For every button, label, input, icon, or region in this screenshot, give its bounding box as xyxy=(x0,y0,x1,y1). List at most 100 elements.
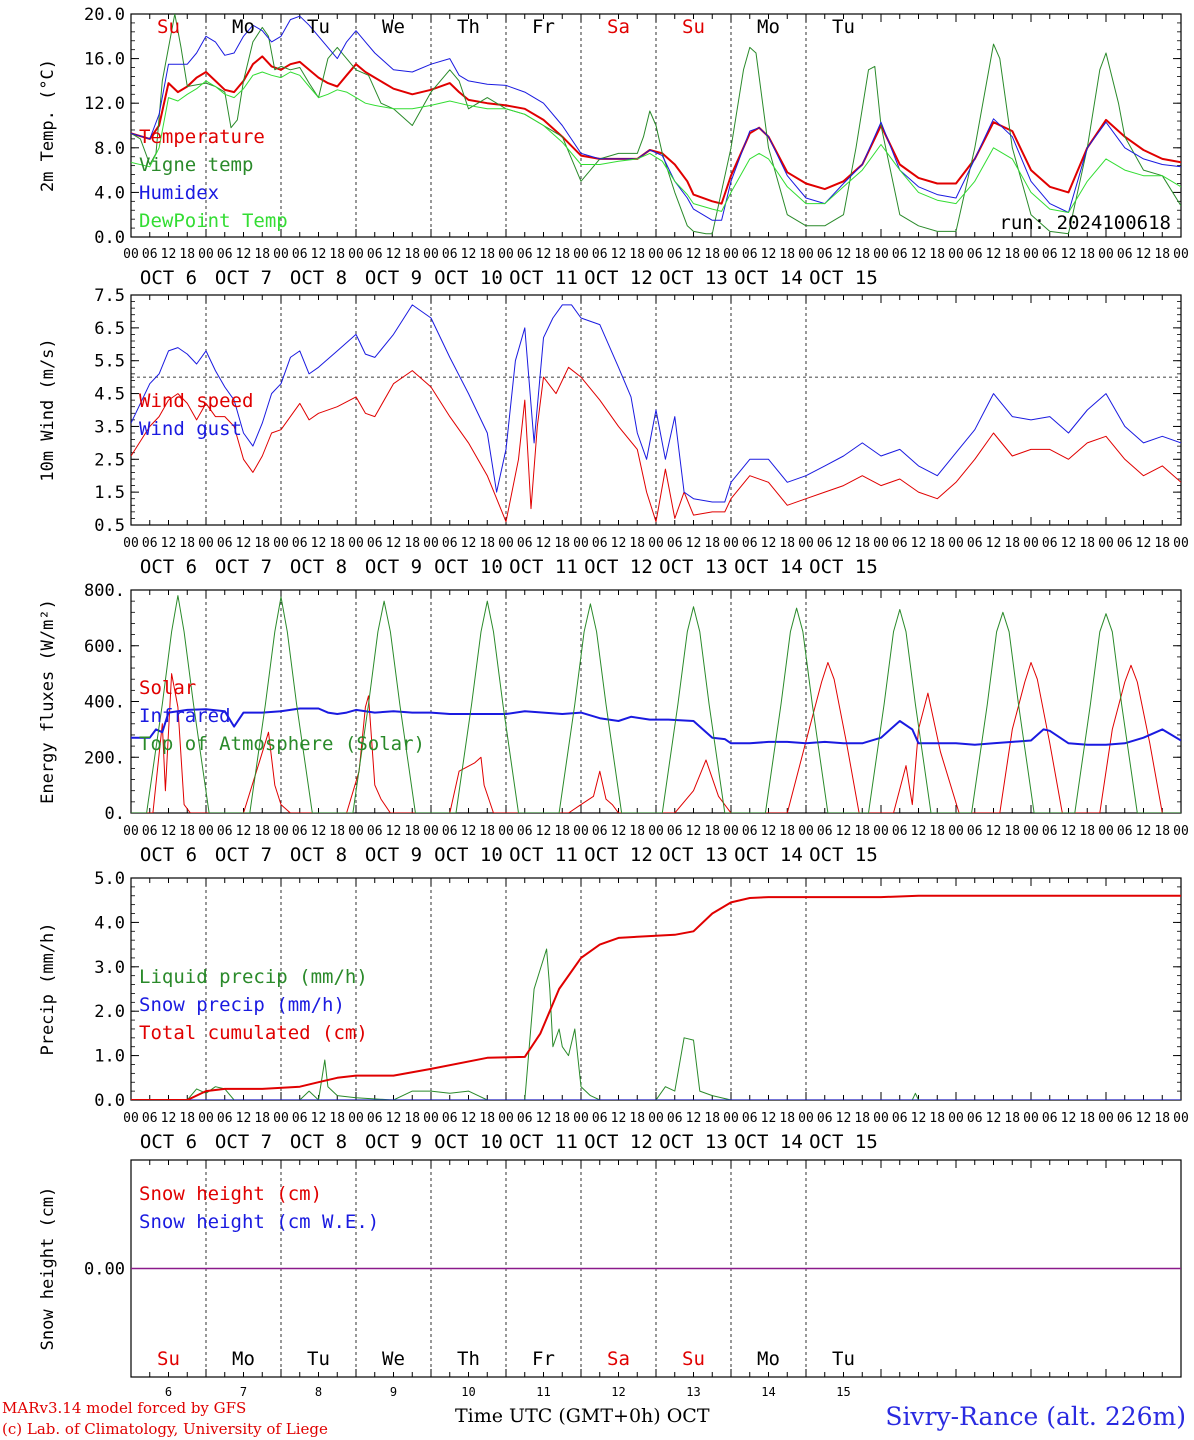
x-hour-label: 00 xyxy=(273,1111,289,1126)
day-name-label: Sa xyxy=(607,16,630,38)
x-hour-label: 00 xyxy=(348,824,364,839)
x-hour-label: 18 xyxy=(1004,536,1020,551)
x-hour-label: 18 xyxy=(554,536,570,551)
x-hour-label: 00 xyxy=(1098,824,1114,839)
x-hour-label: 18 xyxy=(1154,824,1170,839)
x-hour-label: 00 xyxy=(123,824,139,839)
day-name-label: Th xyxy=(457,1348,480,1370)
x-hour-label: 00 xyxy=(273,247,289,262)
day-number-label: 8 xyxy=(315,1385,322,1399)
x-hour-label: 18 xyxy=(854,536,870,551)
x-hour-label: 06 xyxy=(1042,247,1058,262)
day-name-label: Tu xyxy=(832,16,855,38)
x-date-label: OCT 15 xyxy=(809,556,878,578)
model-credit: MARv3.14 model forced by GFS xyxy=(2,1399,247,1417)
day-number-label: 7 xyxy=(240,1385,247,1399)
series-line-temperature xyxy=(131,55,1181,205)
x-hour-label: 18 xyxy=(854,247,870,262)
x-date-label: OCT 13 xyxy=(659,844,728,866)
y-tick-label: 6.5 xyxy=(94,319,125,339)
x-hour-label: 00 xyxy=(498,824,514,839)
legend-entry: Snow height (cm W.E.) xyxy=(139,1211,379,1233)
panel-wind: 0.5 1.5 2.5 3.5 4.5 5.5 6.5 7.5 10m Wind (m/s) Wi… xyxy=(38,286,1189,578)
x-hour-label: 00 xyxy=(198,824,214,839)
x-hour-label: 18 xyxy=(1079,536,1095,551)
x-hour-label: 12 xyxy=(1061,536,1077,551)
x-date-label: OCT 8 xyxy=(290,556,347,578)
x-hour-label: 00 xyxy=(648,1111,664,1126)
x-hour-label: 00 xyxy=(873,1111,889,1126)
x-hour-label: 06 xyxy=(217,1111,233,1126)
x-hour-label: 06 xyxy=(292,536,308,551)
x-hour-label: 00 xyxy=(573,536,589,551)
x-hour-label: 12 xyxy=(611,824,627,839)
panel-snow: 0.00 Snow height (cm) Snow height (cm) Snow… xyxy=(38,1159,1182,1399)
y-tick-label: 3.0 xyxy=(94,958,125,978)
x-hour-label: 06 xyxy=(1042,536,1058,551)
x-hour-label: 12 xyxy=(986,824,1002,839)
x-date-label: OCT 8 xyxy=(290,844,347,866)
x-date-label: OCT 14 xyxy=(734,556,803,578)
x-hour-label: 18 xyxy=(254,1111,270,1126)
y-tick-label: 16.0 xyxy=(84,50,125,70)
legend-entry: Solar xyxy=(139,677,196,699)
x-date-label: OCT 9 xyxy=(365,556,422,578)
x-hour-label: 12 xyxy=(761,247,777,262)
x-hour-label: 06 xyxy=(142,247,158,262)
day-name-label: Mo xyxy=(757,16,780,38)
x-hour-label: 18 xyxy=(179,536,195,551)
x-hour-label: 18 xyxy=(1079,247,1095,262)
x-hour-label: 06 xyxy=(517,824,533,839)
x-hour-label: 00 xyxy=(273,824,289,839)
x-hour-label: 18 xyxy=(254,824,270,839)
x-hour-label: 18 xyxy=(629,536,645,551)
y-axis-label: Snow height (cm) xyxy=(38,1187,58,1351)
x-hour-label: 18 xyxy=(329,1111,345,1126)
x-hour-label: 06 xyxy=(1117,536,1133,551)
x-date-label: OCT 15 xyxy=(809,267,878,289)
x-hour-label: 18 xyxy=(629,247,645,262)
y-tick-label: 400. xyxy=(84,693,125,713)
x-hour-label: 18 xyxy=(1154,247,1170,262)
x-hour-label: 18 xyxy=(329,824,345,839)
series-line-dewpoint-temp xyxy=(131,71,1181,213)
x-hour-label: 06 xyxy=(667,247,683,262)
series-line-vigne-temp xyxy=(131,14,1181,235)
series-line-liquid-precip-mm-h- xyxy=(131,948,1181,1100)
day-number-label: 10 xyxy=(461,1385,475,1399)
x-hour-label: 18 xyxy=(629,1111,645,1126)
series-line-total-cumulated-cm- xyxy=(131,894,1181,1100)
x-hour-label: 12 xyxy=(311,247,327,262)
x-hour-label: 00 xyxy=(498,1111,514,1126)
x-hour-label: 00 xyxy=(273,536,289,551)
x-hour-label: 12 xyxy=(536,247,552,262)
series-line-wind-speed xyxy=(131,366,1181,523)
x-hour-label: 06 xyxy=(517,247,533,262)
panel-precip: 0.0 1.0 2.0 3.0 4.0 5.0 Precip (mm/h) Liquid pr… xyxy=(38,869,1189,1153)
y-tick-label: 0.00 xyxy=(84,1260,125,1280)
x-hour-label: 12 xyxy=(836,824,852,839)
x-hour-label: 00 xyxy=(198,536,214,551)
legend-entry: Snow height (cm) xyxy=(139,1183,322,1205)
x-hour-label: 06 xyxy=(592,247,608,262)
x-date-label: OCT 12 xyxy=(584,1131,653,1153)
x-hour-label: 00 xyxy=(948,824,964,839)
x-hour-label: 18 xyxy=(704,247,720,262)
x-hour-label: 18 xyxy=(554,247,570,262)
x-hour-label: 00 xyxy=(573,247,589,262)
x-hour-label: 00 xyxy=(948,536,964,551)
x-hour-label: 06 xyxy=(817,536,833,551)
x-date-label: OCT 13 xyxy=(659,556,728,578)
x-hour-label: 00 xyxy=(123,247,139,262)
x-hour-label: 00 xyxy=(423,824,439,839)
x-hour-label: 06 xyxy=(742,1111,758,1126)
x-hour-label: 06 xyxy=(142,1111,158,1126)
day-number-label: 14 xyxy=(761,1385,775,1399)
x-hour-label: 06 xyxy=(967,247,983,262)
x-hour-label: 18 xyxy=(1004,824,1020,839)
x-hour-label: 18 xyxy=(629,824,645,839)
x-hour-label: 18 xyxy=(704,1111,720,1126)
x-hour-label: 18 xyxy=(1079,1111,1095,1126)
legend-entry: Infrared xyxy=(139,705,231,727)
panel-temp: 0.0 4.0 8.0 12.0 16.0 20.0 2m Temp. (°C) Temper… xyxy=(38,5,1189,289)
